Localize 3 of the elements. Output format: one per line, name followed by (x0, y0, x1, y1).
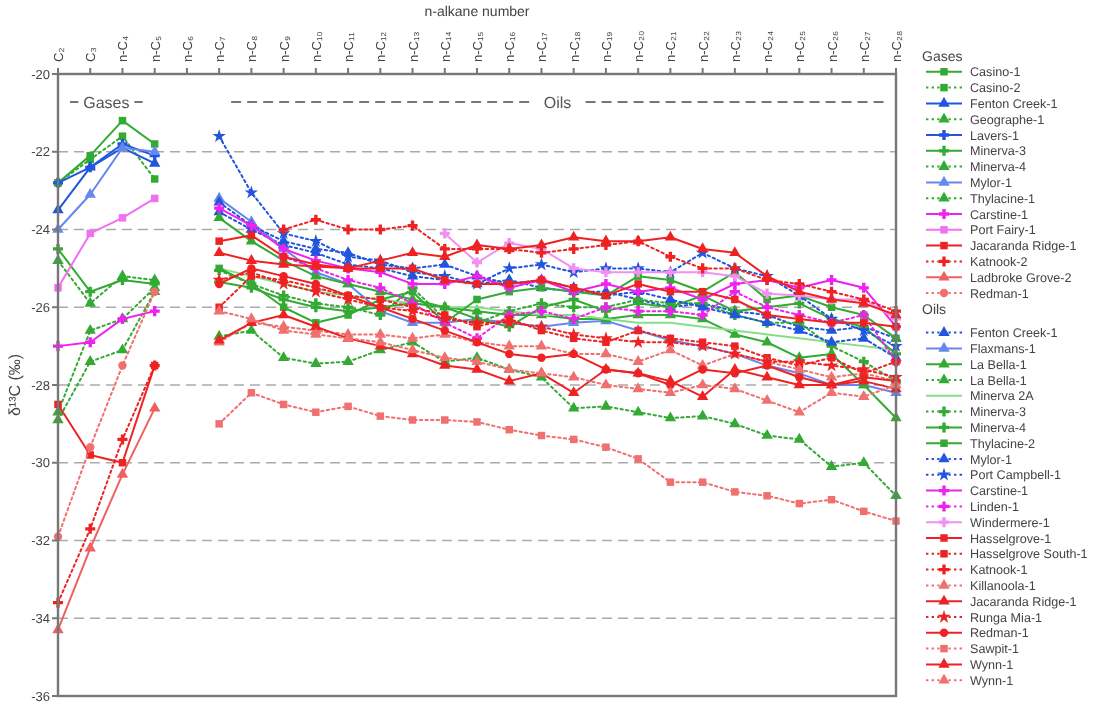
annotation: Gases (83, 94, 130, 112)
annotation: Oils (543, 94, 572, 112)
y-axis-title: δ¹³C (‰) (6, 353, 24, 417)
